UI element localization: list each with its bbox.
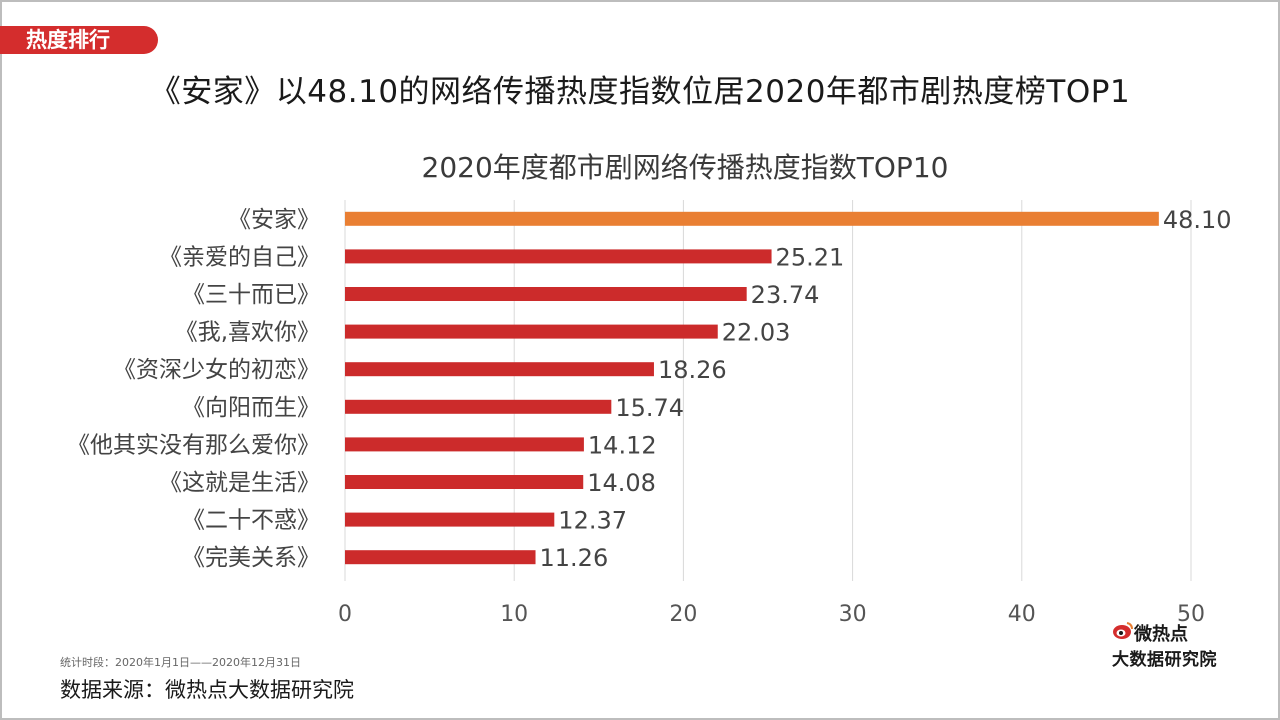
bar <box>345 475 584 489</box>
logo-line1: 微热点 <box>1134 624 1188 645</box>
data-label: 14.08 <box>587 469 656 497</box>
brand-logo: 微热点 大数据研究院 <box>1112 620 1236 670</box>
data-label: 11.26 <box>540 544 609 572</box>
x-tick-label: 40 <box>1008 602 1036 627</box>
bar <box>345 512 555 527</box>
data-label: 23.74 <box>751 281 820 309</box>
data-label: 14.12 <box>588 431 657 459</box>
weibo-eye-icon <box>1113 622 1133 639</box>
bar <box>345 287 747 301</box>
data-label: 18.26 <box>658 356 727 384</box>
footnote-source: 数据来源：微热点大数据研究院 <box>60 678 354 702</box>
category-label: 《这就是生活》 <box>159 470 320 496</box>
data-label: 12.37 <box>558 507 627 535</box>
x-tick-label: 10 <box>500 602 528 627</box>
category-label: 《向阳而生》 <box>182 395 320 421</box>
category-label: 《他其实没有那么爱你》 <box>67 432 320 458</box>
bar <box>345 249 772 264</box>
category-label: 《安家》 <box>228 207 320 233</box>
category-label: 《资深少女的初恋》 <box>113 357 320 383</box>
data-label: 25.21 <box>776 243 845 271</box>
data-label: 48.10 <box>1163 206 1232 234</box>
footnote-period: 统计时段：2020年1月1日——2020年12月31日 <box>60 656 301 669</box>
x-tick-label: 20 <box>669 602 697 627</box>
data-label: 22.03 <box>722 319 791 347</box>
section-tag: 热度排行 <box>0 26 158 54</box>
bar <box>345 362 654 377</box>
chart-title: 2020年度都市剧网络传播热度指数TOP10 <box>421 151 949 184</box>
bar <box>345 550 536 565</box>
x-tick-label: 0 <box>338 602 352 627</box>
data-label: 15.74 <box>615 394 684 422</box>
category-label: 《三十而已》 <box>182 282 320 308</box>
bar <box>345 324 718 339</box>
bar <box>345 399 612 414</box>
bar <box>345 437 584 452</box>
bar <box>345 211 1159 226</box>
x-tick-label: 30 <box>839 602 867 627</box>
page-title: 《安家》以48.10的网络传播热度指数位居2020年都市剧热度榜TOP1 <box>149 74 1131 110</box>
category-label: 《二十不惑》 <box>182 508 320 534</box>
x-tick-label: 50 <box>1177 602 1205 627</box>
logo-line2: 大数据研究院 <box>1112 650 1217 670</box>
category-label: 《我,喜欢你》 <box>175 320 320 346</box>
bar-chart: 0 10 20 30 40 50 《安家》 48.10 《亲爱的自己》 25.21 《三十而已》 23… <box>67 200 1232 627</box>
category-label: 《亲爱的自己》 <box>159 244 320 270</box>
category-label: 《完美关系》 <box>182 545 320 571</box>
